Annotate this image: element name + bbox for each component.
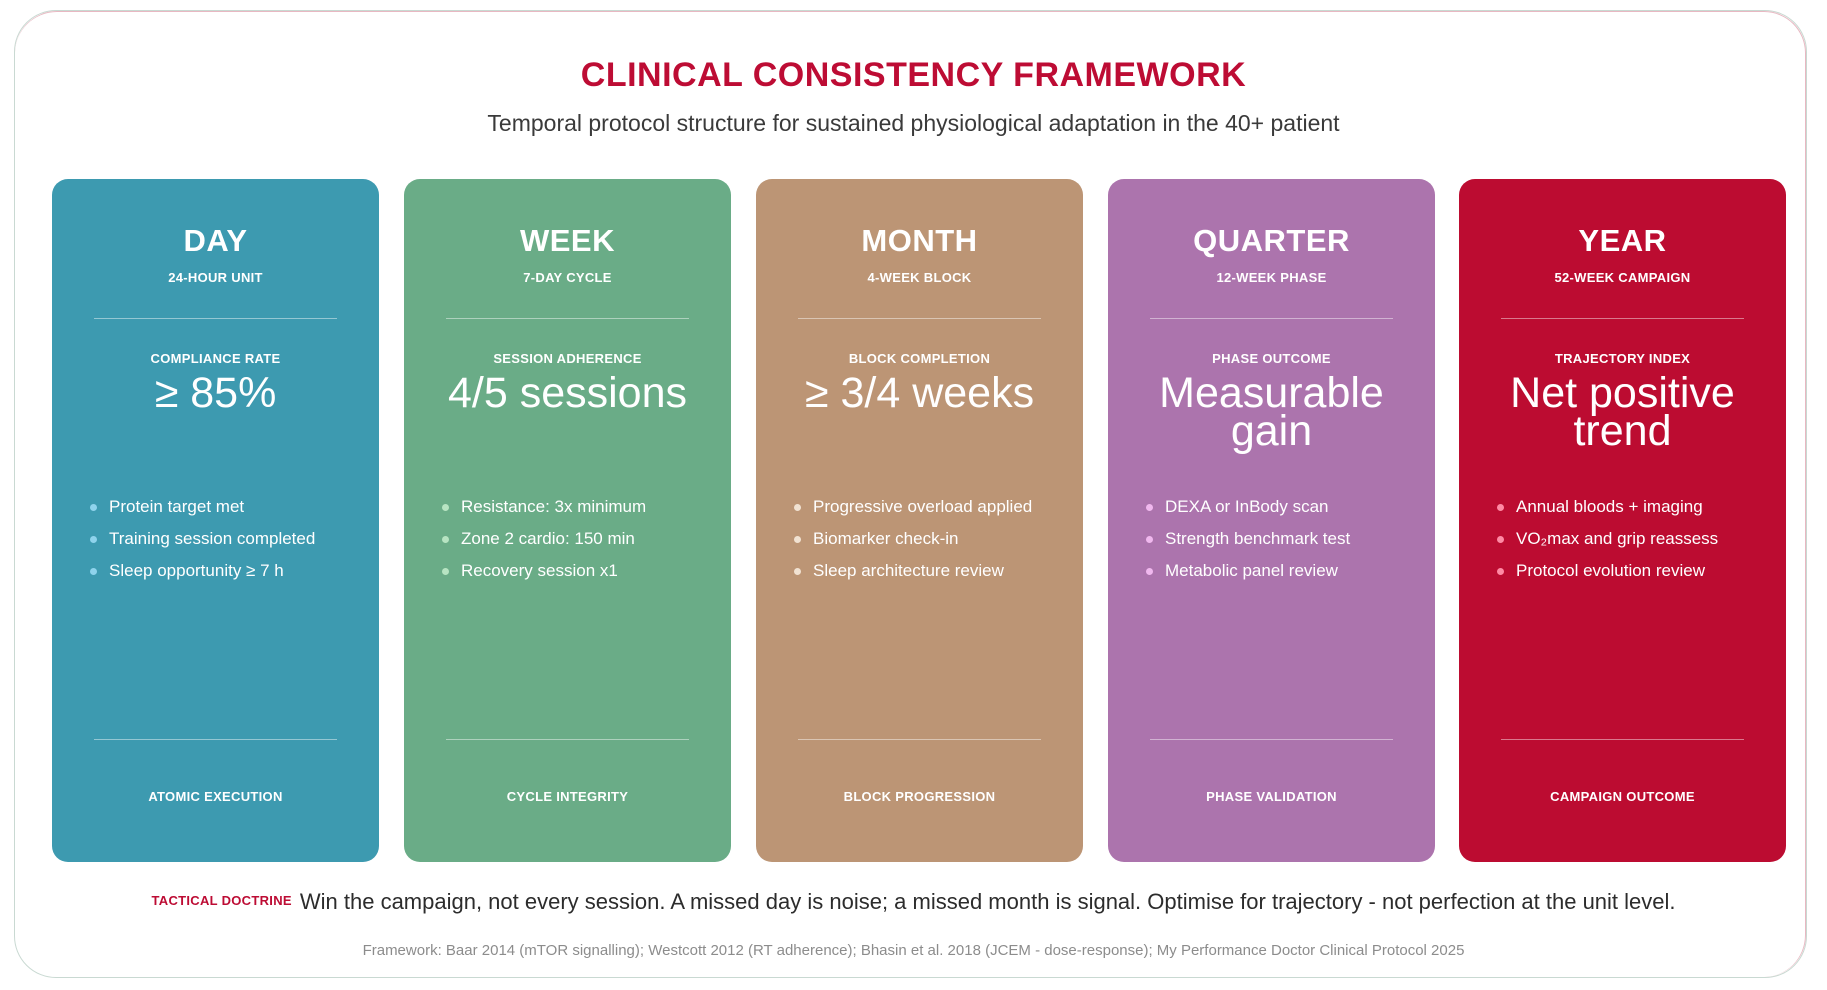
bullet-list: Protein target met Training session comp…	[90, 491, 315, 587]
list-item: Sleep architecture review	[794, 555, 1032, 587]
bullet-dot-icon	[1497, 504, 1504, 511]
tactical-doctrine: TACTICAL DOCTRINE Win the campaign, not e…	[0, 889, 1827, 915]
card-subtitle: 52-WEEK CAMPAIGN	[1554, 270, 1691, 285]
list-item: Zone 2 cardio: 150 min	[442, 523, 646, 555]
bullet-dot-icon	[1146, 536, 1153, 543]
list-item: Annual bloods + imaging	[1497, 491, 1718, 523]
metric-value: Measurable gain	[1159, 369, 1384, 455]
list-item-text: Protocol evolution review	[1516, 561, 1705, 580]
card-title: MONTH	[861, 223, 978, 258]
doctrine-text: Win the campaign, not every session. A m…	[299, 889, 1676, 914]
bullet-dot-icon	[794, 504, 801, 511]
bullet-dot-icon	[1146, 568, 1153, 575]
list-item-text: Resistance: 3x minimum	[461, 497, 647, 516]
card-subtitle: 12-WEEK PHASE	[1216, 270, 1327, 285]
list-item-text: Sleep opportunity ≥ 7 h	[109, 561, 284, 580]
metric-label: PHASE OUTCOME	[1212, 351, 1331, 366]
metric-label: TRAJECTORY INDEX	[1554, 351, 1691, 366]
list-item: Metabolic panel review	[1146, 555, 1350, 587]
card-divider	[798, 318, 1041, 319]
card-subtitle: 4-WEEK BLOCK	[867, 270, 972, 285]
card-divider	[798, 739, 1041, 740]
page-title: CLINICAL CONSISTENCY FRAMEWORK	[580, 56, 1247, 94]
list-item: Sleep opportunity ≥ 7 h	[90, 555, 315, 587]
list-item: Biomarker check-in	[794, 523, 1032, 555]
bullet-dot-icon	[794, 536, 801, 543]
bullet-dot-icon	[442, 504, 449, 511]
bullet-dot-icon	[1497, 536, 1504, 543]
card-day: DAY 24-HOUR UNIT COMPLIANCE RATE ≥ 85% P…	[52, 179, 379, 862]
metric-value: ≥ 85%	[154, 369, 277, 417]
card-footer: BLOCK PROGRESSION	[843, 789, 996, 804]
metric-value: ≥ 3/4 weeks	[804, 369, 1035, 417]
card-footer: CAMPAIGN OUTCOME	[1550, 789, 1695, 804]
bullet-list: Progressive overload applied Biomarker c…	[794, 491, 1032, 587]
card-title: YEAR	[1578, 223, 1667, 258]
card-footer: PHASE VALIDATION	[1206, 789, 1337, 804]
bullet-dot-icon	[90, 536, 97, 543]
card-title: DAY	[183, 223, 248, 258]
metric-value: Net positive trend	[1510, 369, 1735, 455]
list-item-text: Training session completed	[109, 529, 316, 548]
card-subtitle: 7-DAY CYCLE	[523, 270, 612, 285]
bullet-dot-icon	[442, 568, 449, 575]
list-item-text: Zone 2 cardio: 150 min	[461, 529, 635, 548]
bullet-dot-icon	[1146, 504, 1153, 511]
list-item-text: Protein target met	[109, 497, 245, 516]
card-footer: CYCLE INTEGRITY	[506, 789, 629, 804]
metric-label: BLOCK COMPLETION	[848, 351, 991, 366]
list-item-text: Sleep architecture review	[813, 561, 1004, 580]
card-divider	[94, 739, 337, 740]
metric-value: 4/5 sessions	[447, 369, 688, 417]
list-item-text: VO₂max and grip reassess	[1516, 529, 1719, 548]
card-quarter: QUARTER 12-WEEK PHASE PHASE OUTCOME Meas…	[1108, 179, 1435, 862]
card-divider	[94, 318, 337, 319]
bullet-dot-icon	[1497, 568, 1504, 575]
card-divider	[1150, 318, 1393, 319]
list-item-text: Annual bloods + imaging	[1516, 497, 1703, 516]
list-item-text: Progressive overload applied	[813, 497, 1033, 516]
list-item: VO₂max and grip reassess	[1497, 523, 1718, 555]
references-footnote: Framework: Baar 2014 (mTOR signalling); …	[362, 942, 1465, 959]
bullet-dot-icon	[90, 568, 97, 575]
list-item: DEXA or InBody scan	[1146, 491, 1350, 523]
card-footer: ATOMIC EXECUTION	[148, 789, 283, 804]
bullet-dot-icon	[442, 536, 449, 543]
metric-label: COMPLIANCE RATE	[150, 351, 281, 366]
list-item: Protein target met	[90, 491, 315, 523]
list-item: Strength benchmark test	[1146, 523, 1350, 555]
card-week: WEEK 7-DAY CYCLE SESSION ADHERENCE 4/5 s…	[404, 179, 731, 862]
card-divider	[1501, 318, 1744, 319]
list-item: Progressive overload applied	[794, 491, 1032, 523]
doctrine-label: TACTICAL DOCTRINE	[151, 893, 292, 908]
card-divider	[446, 739, 689, 740]
bullet-dot-icon	[90, 504, 97, 511]
page-subtitle: Temporal protocol structure for sustaine…	[487, 110, 1340, 136]
list-item-text: DEXA or InBody scan	[1165, 497, 1329, 516]
list-item: Resistance: 3x minimum	[442, 491, 646, 523]
bullet-list: Annual bloods + imaging VO₂max and grip …	[1497, 491, 1718, 587]
list-item-text: Metabolic panel review	[1165, 561, 1338, 580]
list-item-text: Biomarker check-in	[813, 529, 959, 548]
card-divider	[1150, 739, 1393, 740]
card-month: MONTH 4-WEEK BLOCK BLOCK COMPLETION ≥ 3/…	[756, 179, 1083, 862]
bullet-dot-icon	[794, 568, 801, 575]
bullet-list: Resistance: 3x minimum Zone 2 cardio: 15…	[442, 491, 646, 587]
card-divider	[1501, 739, 1744, 740]
list-item: Recovery session x1	[442, 555, 646, 587]
list-item: Protocol evolution review	[1497, 555, 1718, 587]
card-title: WEEK	[520, 223, 615, 258]
timescale-cards: DAY 24-HOUR UNIT COMPLIANCE RATE ≥ 85% P…	[52, 179, 1786, 862]
list-item-text: Strength benchmark test	[1165, 529, 1351, 548]
card-title: QUARTER	[1193, 223, 1350, 258]
list-item: Training session completed	[90, 523, 315, 555]
list-item-text: Recovery session x1	[461, 561, 618, 580]
bullet-list: DEXA or InBody scan Strength benchmark t…	[1146, 491, 1350, 587]
card-year: YEAR 52-WEEK CAMPAIGN TRAJECTORY INDEX N…	[1459, 179, 1786, 862]
card-divider	[446, 318, 689, 319]
card-subtitle: 24-HOUR UNIT	[168, 270, 263, 285]
metric-label: SESSION ADHERENCE	[493, 351, 642, 366]
